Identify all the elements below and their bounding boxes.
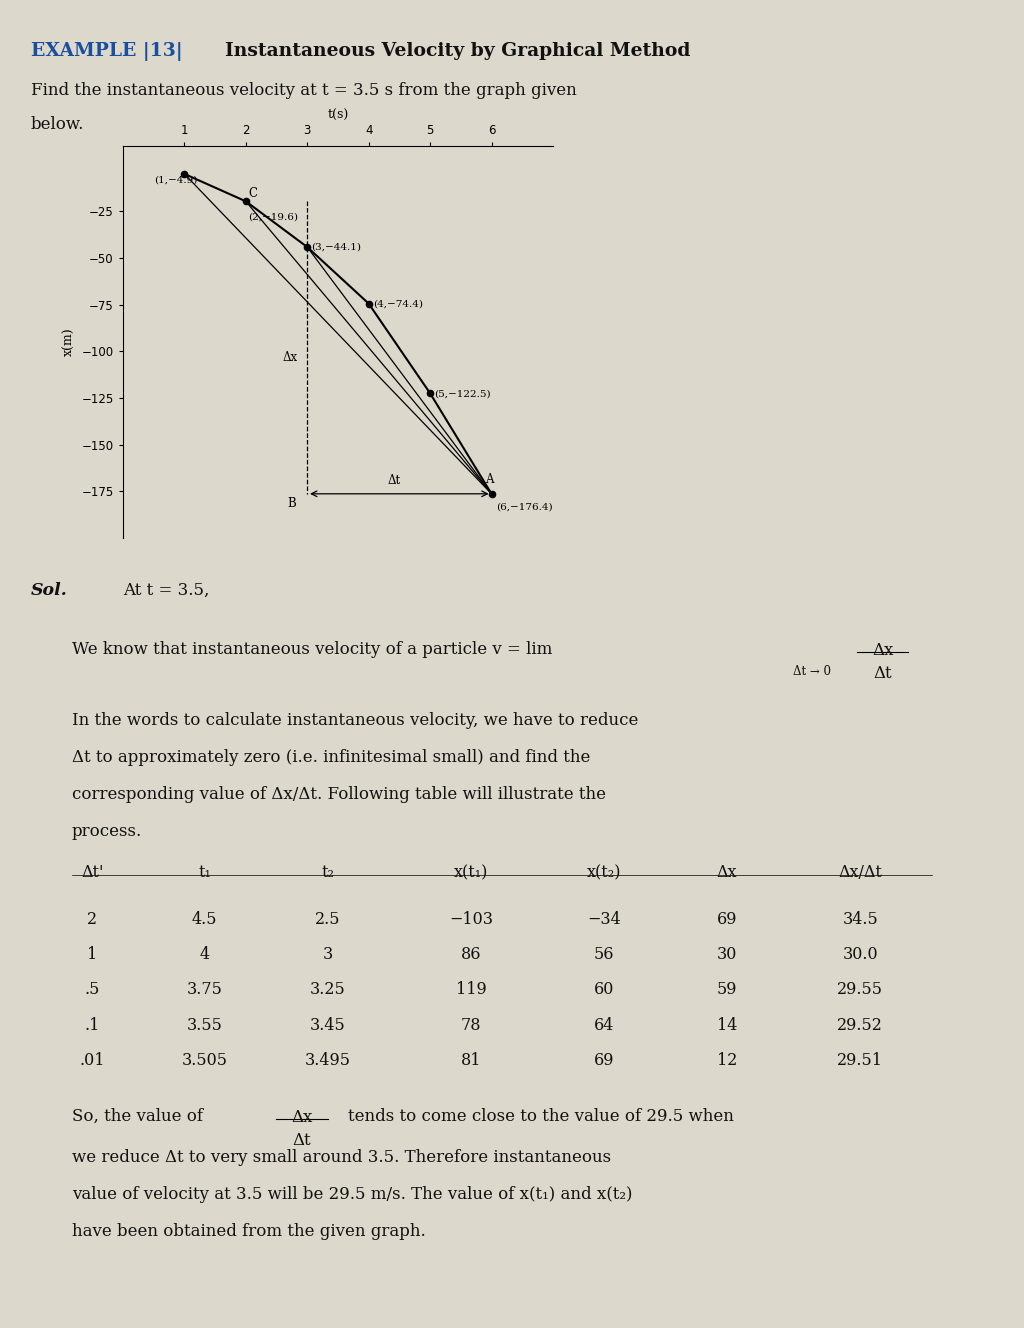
Text: 3.45: 3.45 [310,1017,345,1033]
Text: 34.5: 34.5 [843,911,878,928]
Text: 3.25: 3.25 [310,981,345,999]
Text: 29.52: 29.52 [838,1017,883,1033]
Text: (2,−19.6): (2,−19.6) [249,212,299,222]
Text: 60: 60 [594,981,614,999]
Text: (1,−4.9): (1,−4.9) [154,175,198,185]
Text: Instantaneous Velocity by Graphical Method: Instantaneous Velocity by Graphical Meth… [225,42,691,61]
Text: C: C [249,187,258,201]
Text: (3,−44.1): (3,−44.1) [311,243,361,252]
Text: Δx: Δx [283,351,298,364]
Text: In the words to calculate instantaneous velocity, we have to reduce: In the words to calculate instantaneous … [72,712,638,729]
Text: Δx: Δx [872,643,893,660]
Text: t₂: t₂ [322,865,334,882]
Text: .1: .1 [84,1017,100,1033]
X-axis label: t(s): t(s) [328,109,348,121]
Text: 3: 3 [323,946,333,963]
Text: (4,−74.4): (4,−74.4) [373,299,423,308]
Text: B: B [288,497,296,510]
Text: Δx: Δx [717,865,737,882]
Text: 12: 12 [717,1052,737,1069]
Text: Δt: Δt [293,1131,311,1149]
Text: 29.51: 29.51 [838,1052,883,1069]
Text: So, the value of: So, the value of [72,1108,203,1125]
Text: Δt: Δt [387,474,400,487]
Text: EXAMPLE |13|: EXAMPLE |13| [31,42,182,61]
Text: have been obtained from the given graph.: have been obtained from the given graph. [72,1223,425,1240]
Text: 64: 64 [594,1017,614,1033]
Text: 4.5: 4.5 [193,911,217,928]
Text: Δt to approximately zero (i.e. infinitesimal small) and find the: Δt to approximately zero (i.e. infinites… [72,749,590,766]
Text: 3.55: 3.55 [186,1017,223,1033]
Text: 81: 81 [461,1052,481,1069]
Text: 29.55: 29.55 [838,981,883,999]
Text: 14: 14 [717,1017,737,1033]
Text: We know that instantaneous velocity of a particle v = lim: We know that instantaneous velocity of a… [72,641,552,659]
Text: .5: .5 [84,981,100,999]
Text: Δx: Δx [292,1109,312,1126]
Text: Δt: Δt [873,665,892,683]
Text: 1: 1 [87,946,97,963]
Text: −103: −103 [450,911,493,928]
Text: 2.5: 2.5 [315,911,340,928]
Y-axis label: x(m): x(m) [63,328,76,356]
Text: (6,−176.4): (6,−176.4) [496,502,552,511]
Text: At t = 3.5,: At t = 3.5, [123,582,209,599]
Text: Sol.: Sol. [31,582,68,599]
Text: Find the instantaneous velocity at t = 3.5 s from the graph given: Find the instantaneous velocity at t = 3… [31,82,577,100]
Text: 4: 4 [200,946,210,963]
Text: A: A [484,473,494,486]
Text: Δt → 0: Δt → 0 [793,665,831,679]
Text: 3.505: 3.505 [182,1052,227,1069]
Text: corresponding value of Δx/Δt. Following table will illustrate the: corresponding value of Δx/Δt. Following … [72,786,605,803]
Text: value of velocity at 3.5 will be 29.5 m/s. The value of x(t₁) and x(t₂): value of velocity at 3.5 will be 29.5 m/… [72,1186,632,1203]
Text: 69: 69 [717,911,737,928]
Text: −34: −34 [588,911,621,928]
Text: Δx/Δt: Δx/Δt [839,865,882,882]
Text: 78: 78 [461,1017,481,1033]
Text: 30.0: 30.0 [843,946,878,963]
Text: below.: below. [31,116,84,133]
Text: 30: 30 [717,946,737,963]
Text: 69: 69 [594,1052,614,1069]
Text: Δt': Δt' [81,865,103,882]
Text: we reduce Δt to very small around 3.5. Therefore instantaneous: we reduce Δt to very small around 3.5. T… [72,1149,610,1166]
Text: 3.75: 3.75 [186,981,223,999]
Text: 119: 119 [456,981,486,999]
Text: 56: 56 [594,946,614,963]
Text: tends to come close to the value of 29.5 when: tends to come close to the value of 29.5… [348,1108,734,1125]
Text: x(t₁): x(t₁) [454,865,488,882]
Text: (5,−122.5): (5,−122.5) [434,389,490,398]
Text: 2: 2 [87,911,97,928]
Text: 3.495: 3.495 [305,1052,350,1069]
Text: 86: 86 [461,946,481,963]
Text: x(t₂): x(t₂) [587,865,622,882]
Text: .01: .01 [80,1052,104,1069]
Text: process.: process. [72,823,142,841]
Text: 59: 59 [717,981,737,999]
Text: t₁: t₁ [199,865,211,882]
